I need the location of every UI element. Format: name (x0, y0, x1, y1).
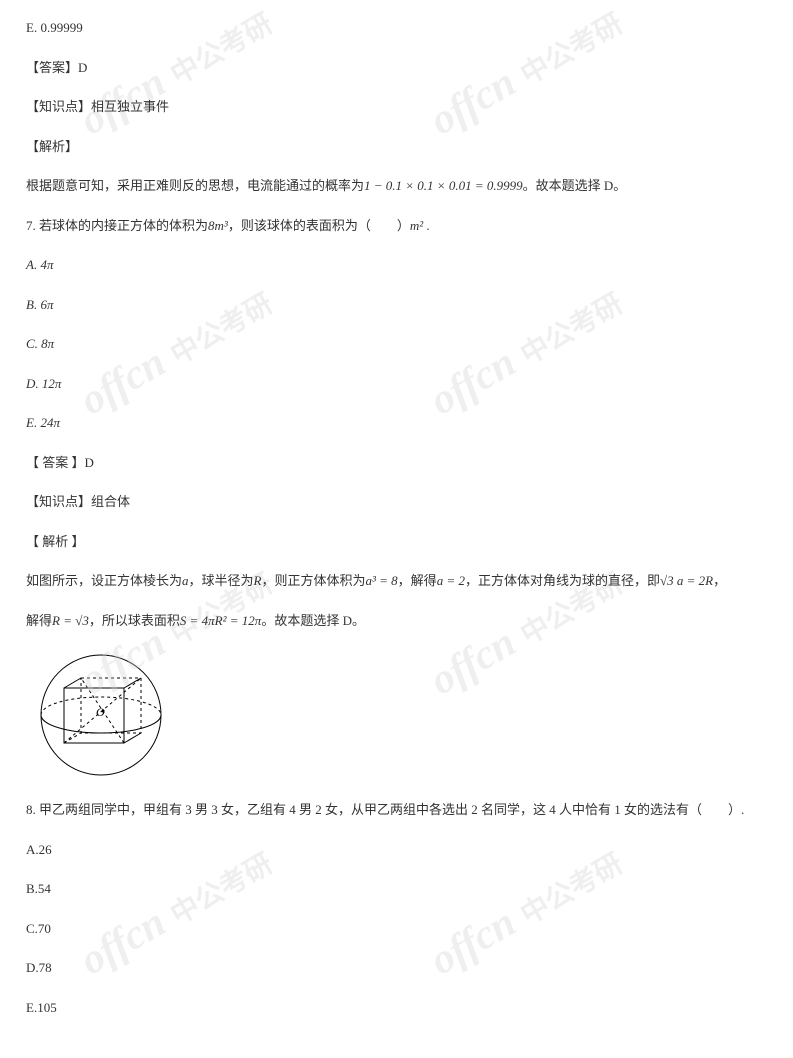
sphere-cube-diagram: O (36, 650, 767, 780)
option-c: C.70 (26, 919, 767, 939)
option-e: E. 24π (26, 413, 767, 433)
answer-label: 【答案】D (26, 58, 767, 78)
knowledge-label: 【知识点】相互独立事件 (26, 97, 767, 117)
question-stem: 7. 若球体的内接正方体的体积为8m³，则该球体的表面积为（ ）m² . (26, 216, 767, 236)
question-stem: 8. 甲乙两组同学中，甲组有 3 男 3 女，乙组有 4 男 2 女，从甲乙两组… (26, 800, 767, 820)
answer-label: 【 答案 】D (26, 453, 767, 473)
analysis-label: 【解析】 (26, 137, 767, 157)
analysis-p1: 如图所示，设正方体棱长为a，球半径为R，则正方体体积为a³ = 8，解得a = … (26, 571, 767, 591)
option-a: A.26 (26, 840, 767, 860)
analysis-p2: 解得R = √3，所以球表面积S = 4πR² = 12π。故本题选择 D。 (26, 611, 767, 631)
option-b: B. 6π (26, 295, 767, 315)
option-b: B.54 (26, 879, 767, 899)
analysis-text: 根据题意可知，采用正难则反的思想，电流能通过的概率为1 − 0.1 × 0.1 … (26, 176, 767, 196)
option-a: A. 4π (26, 255, 767, 275)
option-e: E.105 (26, 998, 767, 1018)
option-d: D. 12π (26, 374, 767, 394)
option-d: D.78 (26, 958, 767, 978)
option-c: C. 8π (26, 334, 767, 354)
option-e: E. 0.99999 (26, 18, 767, 38)
knowledge-label: 【知识点】组合体 (26, 492, 767, 512)
analysis-label: 【 解析 】 (26, 532, 767, 552)
